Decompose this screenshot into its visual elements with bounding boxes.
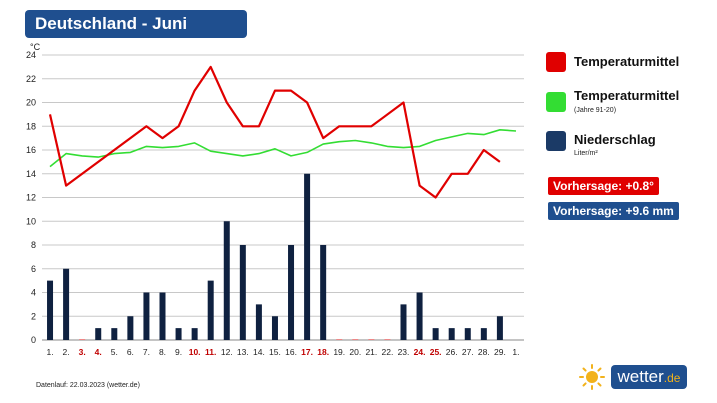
- x-tick-label: 10.: [189, 347, 201, 357]
- x-tick-label: 26.: [446, 347, 458, 357]
- x-tick-label: 11.: [205, 347, 216, 357]
- precip-bar: [239, 245, 246, 340]
- y-tick-label: 8: [31, 240, 36, 250]
- x-tick-labels: 1. 2. 3. 4. 5. 6. 7. 8. 9. 10. 11. 12. 13. 14. 15. 16. 1…: [46, 347, 519, 357]
- precip-bar: [416, 292, 423, 340]
- temperature-normal-line: [49, 129, 517, 168]
- precip-bar: [63, 268, 70, 340]
- x-tick-label: 1.: [512, 347, 519, 357]
- x-tick-label: 17.: [301, 347, 313, 357]
- precip-bar: [496, 316, 503, 340]
- x-tick-label: 14.: [253, 347, 265, 357]
- x-tick-label: 27.: [462, 347, 474, 357]
- precip-bar: [111, 328, 118, 340]
- x-tick-label: 7.: [143, 347, 150, 357]
- x-tick-label: 24.: [414, 347, 426, 357]
- precip-bar: [304, 173, 311, 340]
- precip-bar: [127, 316, 134, 340]
- x-tick-label: 9.: [175, 347, 182, 357]
- precip-bar: [448, 328, 455, 340]
- footer-data-run: Datenlauf: 22.03.2023 (wetter.de): [36, 382, 140, 389]
- x-tick-label: 28.: [478, 347, 490, 357]
- y-tick-label: 10: [26, 216, 36, 226]
- legend-swatch-temperature-normal: [546, 92, 566, 112]
- x-tick-label: 20.: [349, 347, 361, 357]
- y-tick-label: 14: [26, 169, 36, 179]
- x-tick-label: 2.: [63, 347, 70, 357]
- legend-sub-precipitation: Liter/m²: [574, 150, 598, 157]
- y-tick-label: 4: [31, 288, 36, 298]
- precip-bar: [464, 328, 471, 340]
- y-tick-label: 24: [26, 50, 36, 60]
- legend-sub-temperature-normal: (Jahre 91-20): [574, 107, 617, 114]
- chart-grid: [42, 54, 524, 341]
- x-tick-label: 12.: [221, 347, 233, 357]
- forecast-precipitation-badge: Vorhersage: +9.6 mm: [548, 202, 679, 220]
- precip-bar: [95, 328, 102, 340]
- precip-bar: [191, 328, 198, 340]
- precip-bar: [47, 280, 54, 340]
- y-tick-label: 16: [26, 145, 36, 155]
- legend-label-temperature-normal: Temperaturmittel: [574, 88, 680, 103]
- y-tick-label: 20: [26, 98, 36, 108]
- y-tick-label: 18: [26, 121, 36, 131]
- precip-bar: [480, 328, 487, 340]
- precip-bar: [432, 328, 439, 340]
- x-tick-label: 5.: [111, 347, 118, 357]
- precipitation-bars: [47, 173, 503, 340]
- x-tick-label: 8.: [159, 347, 166, 357]
- x-tick-label: 16.: [285, 347, 297, 357]
- x-tick-label: 1.: [46, 347, 53, 357]
- x-tick-label: 13.: [237, 347, 249, 357]
- precip-bar: [207, 280, 214, 340]
- x-tick-label: 4.: [95, 347, 102, 357]
- precip-bar: [288, 245, 295, 340]
- legend-label-precipitation: Niederschlag: [574, 132, 656, 147]
- precip-bar: [271, 316, 278, 340]
- y-tick-label: 2: [31, 311, 36, 321]
- y-tick-label: 6: [31, 264, 36, 274]
- x-tick-label: 21.: [365, 347, 377, 357]
- precip-bar: [143, 292, 150, 340]
- temperature-lines: [48, 65, 517, 199]
- legend-swatch-precipitation: [546, 131, 566, 151]
- wetter-logo[interactable]: wetter.de: [578, 364, 690, 390]
- y-tick-label: 22: [26, 74, 36, 84]
- x-tick-label: 22.: [382, 347, 394, 357]
- precip-bar: [159, 292, 166, 340]
- precip-bar: [400, 304, 407, 340]
- temperature-line: [48, 65, 501, 199]
- precip-bar: [320, 245, 327, 340]
- precip-bar: [175, 328, 182, 340]
- precip-bar: [255, 304, 262, 340]
- forecast-temperature-badge: Vorhersage: +0.8°: [548, 177, 659, 195]
- y-tick-label: 0: [31, 335, 36, 345]
- logo-text: wetter: [617, 367, 664, 386]
- x-tick-label: 3.: [79, 347, 86, 357]
- x-tick-label: 18.: [317, 347, 329, 357]
- sun-icon: [579, 364, 605, 390]
- x-tick-label: 15.: [269, 347, 281, 357]
- x-tick-label: 23.: [398, 347, 410, 357]
- x-tick-label: 6.: [127, 347, 134, 357]
- y-tick-label: 12: [26, 193, 36, 203]
- logo-suffix: .de: [663, 371, 681, 385]
- logo-wordmark: wetter.de: [611, 365, 687, 389]
- legend-swatch-temperature: [546, 52, 566, 72]
- x-tick-label: 29.: [494, 347, 506, 357]
- legend-label-temperature: Temperaturmittel: [574, 54, 680, 69]
- y-axis-label: °C: [30, 42, 41, 52]
- page-title: Deutschland - Juni: [25, 10, 247, 38]
- precip-bar: [223, 221, 230, 340]
- x-tick-label: 25.: [430, 347, 442, 357]
- x-tick-label: 19.: [333, 347, 345, 357]
